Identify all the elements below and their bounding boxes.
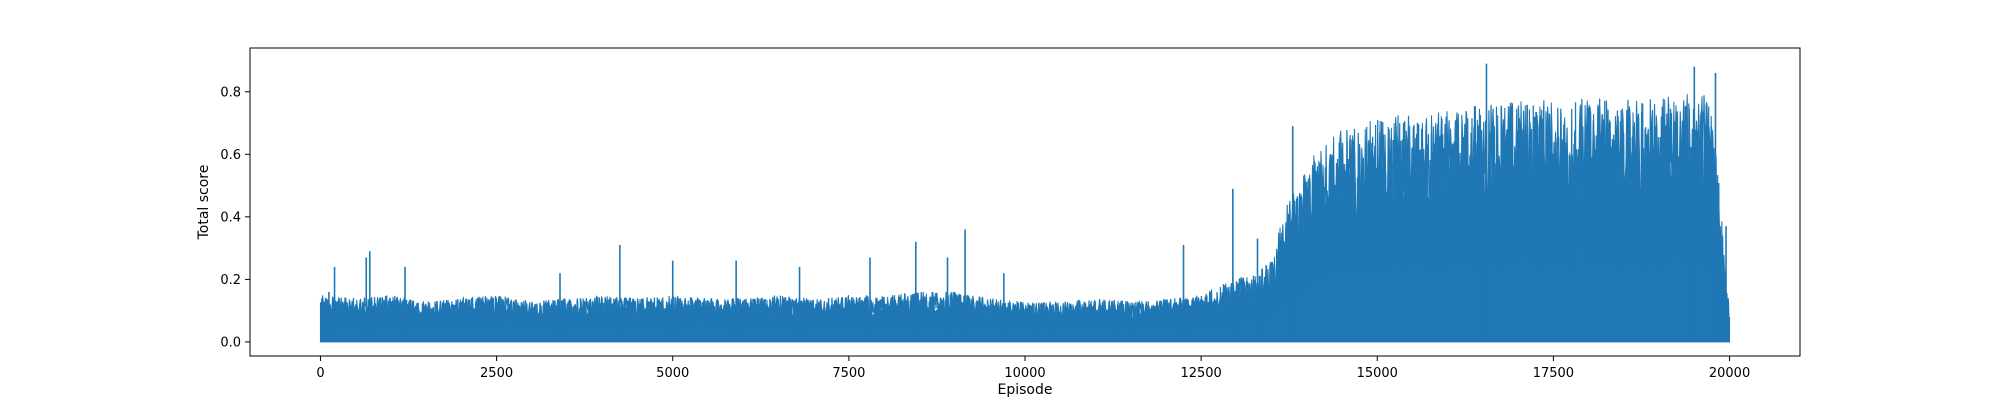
- x-tick-label: 15000: [1357, 366, 1398, 381]
- y-tick-label: 0.4: [220, 210, 241, 225]
- plot-area: [319, 63, 1731, 343]
- y-tick-label: 0.6: [220, 148, 241, 163]
- x-tick-label: 12500: [1180, 366, 1221, 381]
- y-tick-label: 0.2: [220, 273, 241, 288]
- x-tick-label: 20000: [1709, 366, 1750, 381]
- y-axis: 0.0 0.2 0.4 0.6 0.8: [220, 85, 250, 350]
- x-tick-label: 0: [316, 366, 324, 381]
- x-axis-label: Episode: [998, 382, 1053, 398]
- x-tick-label: 17500: [1533, 366, 1574, 381]
- y-tick-label: 0.0: [220, 335, 241, 350]
- y-axis-label: Total score: [196, 165, 212, 241]
- x-axis: 0 2500 5000 7500 10000 12500 15000 17500 20000: [316, 356, 1750, 381]
- x-tick-label: 2500: [480, 366, 513, 381]
- x-tick-label: 7500: [832, 366, 865, 381]
- x-tick-label: 5000: [656, 366, 689, 381]
- x-tick-label: 10000: [1004, 366, 1045, 381]
- series-line: [319, 95, 1730, 332]
- y-tick-label: 0.8: [220, 85, 241, 100]
